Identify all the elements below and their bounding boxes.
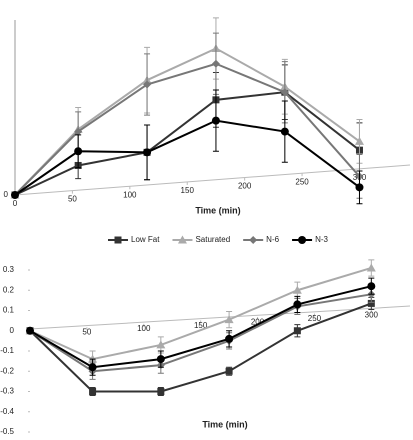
x-tick-label: 50 (82, 328, 91, 337)
marker (143, 148, 152, 157)
marker (280, 88, 289, 97)
marker (26, 326, 34, 335)
legend-label: N-3 (315, 235, 328, 244)
y-tick-label: -0.3 (0, 387, 14, 396)
marker (156, 355, 165, 364)
x-axis-title: Time (min) (195, 205, 240, 215)
legend-marker (249, 236, 258, 244)
legend-label: Low Fat (131, 235, 160, 244)
y-tick-label: -0.2 (0, 366, 14, 375)
marker (225, 334, 234, 343)
y-tick-label: -0.5 (0, 427, 14, 436)
series-line (14, 119, 361, 196)
x-tick-label: 250 (295, 177, 309, 186)
y-tick-label: -0.1 (0, 346, 14, 355)
x-tick-label: 100 (137, 324, 151, 333)
marker (143, 80, 152, 89)
legend-marker (114, 236, 122, 244)
x-axis (29, 305, 411, 330)
x-tick-label: 200 (238, 182, 252, 191)
x-tick-label: 50 (68, 195, 77, 204)
legend-label: N-6 (266, 235, 279, 244)
series-line (14, 62, 361, 196)
series-line (29, 267, 372, 361)
y-tick-label: 0 (10, 326, 15, 335)
marker (225, 367, 233, 375)
marker (366, 263, 376, 272)
marker (74, 147, 83, 156)
marker (156, 340, 166, 349)
y-tick-label: 0 (4, 190, 9, 199)
marker (157, 388, 165, 395)
legend-label: Saturated (195, 235, 230, 244)
y-tick-label: 0.1 (3, 306, 15, 315)
x-tick-label: 200 (251, 317, 265, 326)
series-line (14, 91, 361, 196)
x-tick-label: 150 (194, 321, 208, 330)
marker (88, 363, 97, 372)
legend-marker (177, 235, 187, 244)
marker (74, 127, 83, 136)
legend-marker (298, 236, 307, 244)
marker (11, 191, 19, 199)
series-line (29, 302, 372, 393)
y-tick-label: -0.4 (0, 407, 14, 416)
marker (354, 136, 364, 145)
marker (292, 285, 302, 294)
marker (224, 315, 234, 324)
x-axis-title: Time (min) (202, 419, 247, 429)
marker (211, 116, 220, 125)
series-line (14, 47, 361, 196)
y-tick-label: 0.2 (3, 285, 15, 294)
y-tick-label: 0.3 (3, 265, 15, 274)
marker (293, 327, 301, 335)
marker (293, 300, 302, 309)
series-line (29, 285, 372, 369)
series-line (29, 293, 372, 373)
marker (367, 282, 376, 291)
marker (211, 59, 220, 68)
x-tick-label: 100 (123, 190, 137, 199)
x-tick-label: 150 (181, 186, 195, 195)
marker (280, 127, 289, 136)
marker (355, 183, 364, 192)
x-axis (14, 164, 411, 196)
x-tick-label: 0 (13, 199, 18, 208)
marker (367, 299, 375, 307)
x-tick-label: 250 (308, 314, 322, 323)
marker (89, 388, 97, 395)
x-tick-label: 300 (365, 310, 379, 319)
